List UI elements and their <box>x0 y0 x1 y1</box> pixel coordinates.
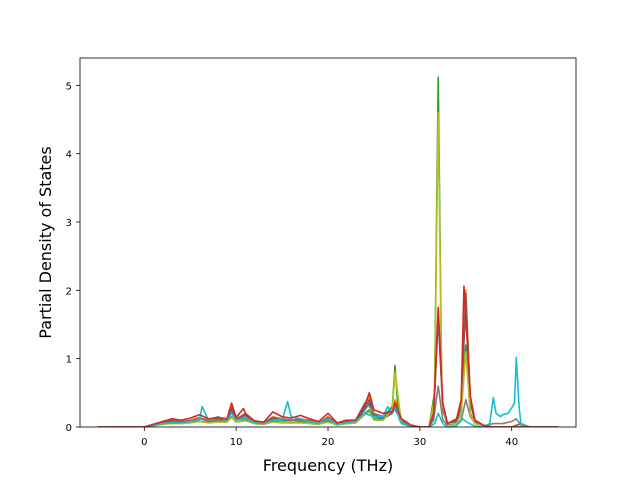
x-tick-label: 40 <box>505 437 518 448</box>
y-tick-label: 5 <box>66 81 72 92</box>
x-tick-label: 30 <box>413 437 426 448</box>
x-tick-label: 0 <box>141 437 147 448</box>
x-tick-label: 10 <box>230 437 243 448</box>
y-tick-label: 4 <box>66 150 72 161</box>
x-axis-ticks: 0 10 20 30 40 <box>141 427 518 448</box>
series-line-7 <box>97 356 559 427</box>
series-layer <box>97 76 559 427</box>
series-line-6 <box>97 111 559 427</box>
y-axis-ticks: 0 1 2 3 4 5 <box>66 81 80 434</box>
x-tick-label: 20 <box>322 437 335 448</box>
y-tick-label: 0 <box>66 423 72 434</box>
series-line-8 <box>97 285 559 427</box>
y-axis-label: Partial Density of States <box>36 146 55 338</box>
y-tick-label: 1 <box>66 355 72 366</box>
x-axis-label: Frequency (THz) <box>263 456 393 475</box>
y-tick-label: 3 <box>66 218 72 229</box>
y-tick-label: 2 <box>66 286 72 297</box>
